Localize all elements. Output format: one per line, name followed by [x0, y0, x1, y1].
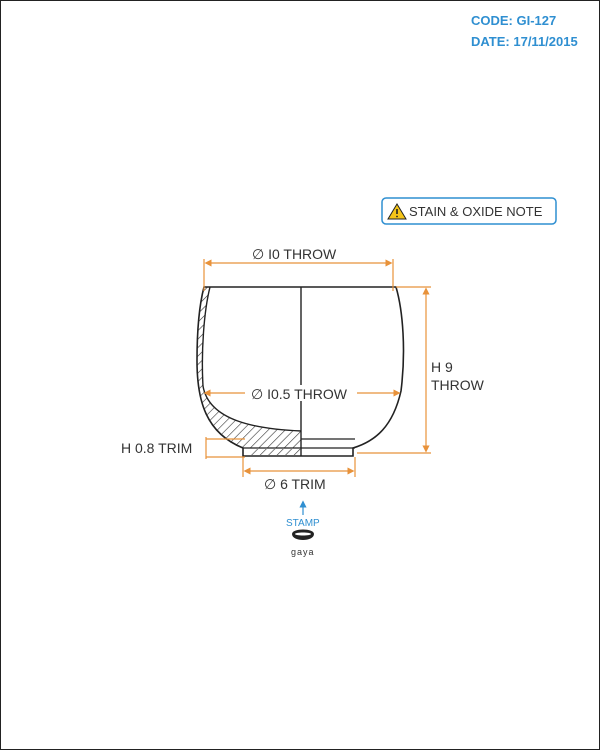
foot-hatch [251, 449, 301, 455]
note-label: STAIN & OXIDE NOTE [409, 204, 543, 219]
stamp-indicator: STAMP gaya [286, 500, 320, 557]
drawing-date: DATE: 17/11/2015 [471, 34, 578, 49]
stamp-label: STAMP [286, 518, 320, 529]
height-dimension: H 9 THROW [357, 286, 485, 454]
stamp-brand: gaya [291, 547, 315, 557]
foot-height-label: H 0.8 TRIM [121, 440, 192, 456]
stamp-logo-icon [292, 529, 314, 540]
height-label-line2: THROW [431, 377, 485, 393]
wall-section-hatch [197, 287, 301, 448]
warning-icon [387, 203, 407, 220]
foot-diameter-label: ∅ 6 TRIM [264, 476, 326, 492]
foot-diameter-dimension: ∅ 6 TRIM [242, 457, 356, 492]
top-diameter-label: ∅ I0 THROW [252, 246, 337, 262]
outer-profile [196, 286, 405, 457]
foot-height-dimension: H 0.8 TRIM [121, 437, 245, 459]
height-label-line1: H 9 [431, 359, 453, 375]
product-code: CODE: GI-127 [471, 13, 557, 28]
cup-profile [196, 286, 405, 457]
top-diameter-dimension: ∅ I0 THROW [203, 245, 394, 291]
inner-diameter-label: ∅ I0.5 THROW [251, 386, 348, 402]
stain-oxide-note[interactable]: STAIN & OXIDE NOTE [381, 197, 557, 225]
inner-diameter-dimension: ∅ I0.5 THROW [203, 385, 401, 402]
inner-wall [201, 286, 302, 432]
